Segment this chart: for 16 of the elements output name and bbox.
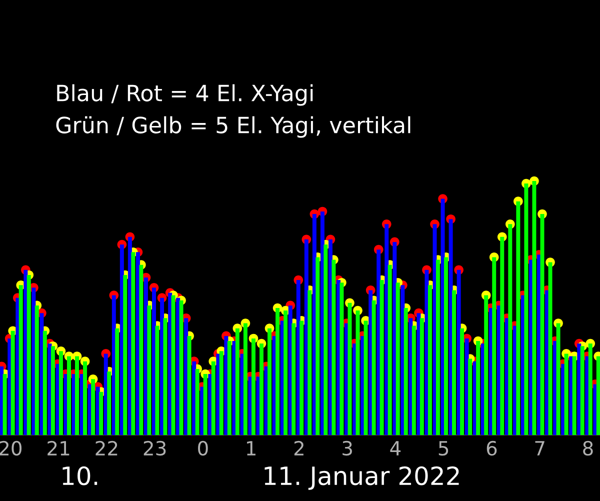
x-tick-label: 8 [583, 440, 593, 456]
x-tick-label: 7 [535, 441, 544, 456]
x-tick-label: 23 [144, 440, 166, 456]
x-tick-label: 21 [48, 440, 70, 456]
text: Grün / Gelb = 5 El. Yagi, vertikal [56, 116, 410, 138]
text: 10. [62, 466, 98, 486]
x-tick-label: 3 [342, 440, 352, 456]
x-tick-label: 1 [247, 441, 256, 456]
text: 11. Januar 2022 [264, 466, 459, 490]
x-tick-label: 4 [390, 441, 401, 456]
x-tick-label: 2 [294, 440, 304, 456]
x-tick-label: 0 [198, 440, 208, 456]
x-tick-label: 6 [486, 440, 497, 456]
text: Blau / Rot = 4 El. X-Yagi [57, 84, 313, 106]
x-tick-label: 22 [96, 440, 118, 456]
x-tick-label: 5 [438, 441, 448, 456]
